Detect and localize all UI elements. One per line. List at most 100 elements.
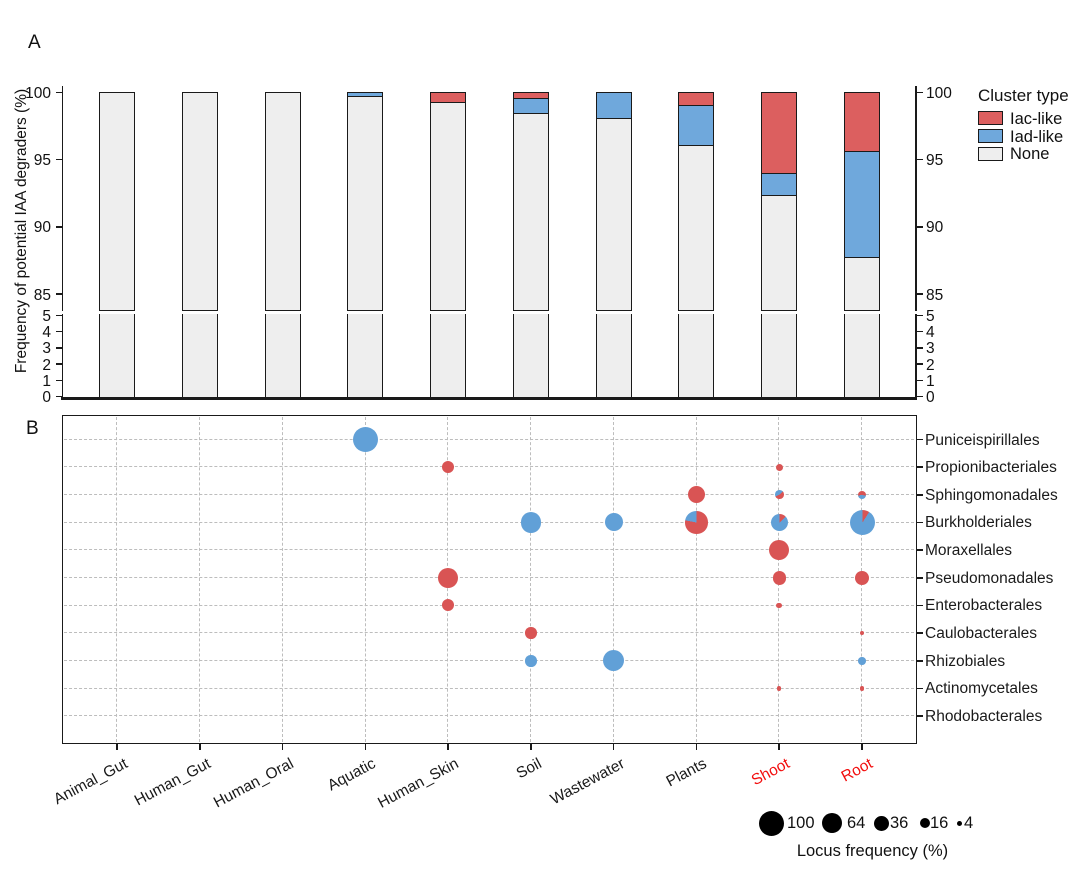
row-label-caulobacterales: Caulobacterales [925, 625, 1038, 643]
row-label-puniceispirillales: Puniceispirillales [925, 431, 1040, 449]
legend-label-none: None [1010, 145, 1050, 163]
bar-lower-human_gut [181, 313, 218, 398]
tick [916, 91, 923, 94]
row-label-sphingomonadales: Sphingomonadales [925, 486, 1058, 504]
row-label-burkholderiales: Burkholderiales [925, 514, 1032, 532]
bubble-wastewater-burkholderiales [604, 513, 623, 532]
bar-segment-iad [679, 105, 714, 147]
tick-label: 0 [926, 389, 935, 406]
tick-label: 90 [926, 219, 944, 237]
bar-root [844, 91, 881, 311]
tick [916, 226, 923, 228]
h-gridline [64, 494, 914, 496]
tick-label: 3 [926, 340, 935, 358]
tick [55, 158, 62, 161]
tick [916, 314, 923, 317]
tick [916, 379, 923, 382]
col-tick [861, 744, 863, 750]
tick [55, 379, 62, 382]
bar-aquatic [347, 91, 384, 311]
x-label-soil: Soil [513, 755, 545, 783]
legend-swatch-iac [978, 111, 1003, 125]
legend-label-iad: Iad-like [1010, 128, 1064, 146]
tick [55, 293, 62, 295]
row-label-enterobacterales: Enterobacterales [925, 597, 1043, 615]
row-label-actinomycetales: Actinomycetales [925, 680, 1038, 698]
bubble-soil-rhizobiales [525, 655, 537, 667]
row-tick [916, 438, 923, 441]
bubble-shoot-moraxellales [769, 540, 790, 561]
tick [55, 330, 62, 333]
tick-label: 95 [33, 152, 51, 170]
col-tick [281, 744, 284, 750]
h-gridline [64, 659, 914, 661]
bubble-root-sphingomonadales [858, 490, 866, 499]
bar-lower-aquatic [347, 313, 384, 398]
bubble-shoot-pseudomonadales [772, 571, 786, 585]
h-gridline [64, 577, 914, 578]
size-legend-circle-64 [822, 813, 842, 833]
tick-label: 95 [926, 152, 944, 170]
bar-human_oral [264, 91, 301, 311]
v-gridline [116, 417, 118, 742]
bar-segment-iad [845, 151, 880, 258]
x-label-animal_gut: Animal_Gut [51, 755, 131, 809]
v-gridline [695, 417, 697, 742]
legend-swatch-iad [978, 129, 1003, 143]
bar-lower-animal_gut [99, 313, 135, 398]
size-legend-circle-4 [956, 820, 962, 826]
col-tick [612, 744, 615, 750]
panel-a-axis-line [915, 86, 917, 311]
bar-segment-iad [513, 99, 548, 114]
h-gridline [64, 438, 914, 440]
tick-label: 2 [926, 356, 935, 374]
x-label-plants: Plants [663, 755, 710, 791]
row-tick [916, 659, 923, 662]
tick-label: 1 [926, 372, 935, 390]
row-tick [916, 466, 923, 468]
h-gridline [64, 687, 914, 689]
h-gridline [64, 632, 914, 634]
bar-segment-iac [845, 92, 880, 152]
row-label-moraxellales: Moraxellales [925, 542, 1013, 560]
size-legend-value-4: 4 [964, 814, 974, 832]
col-tick [447, 744, 449, 750]
size-legend-circle-100 [758, 810, 784, 836]
bubble-shoot-enterobacterales [776, 602, 783, 609]
row-label-rhodobacterales: Rhodobacterales [925, 708, 1043, 726]
v-gridline [281, 417, 283, 742]
size-legend-circle-16 [920, 818, 930, 828]
bubble-soil-caulobacterales [525, 627, 537, 639]
tick [916, 293, 923, 295]
h-gridline [64, 521, 914, 523]
col-tick [198, 744, 201, 750]
bar-lower-human_skin [430, 313, 467, 398]
row-tick [916, 577, 923, 579]
row-label-rhizobiales: Rhizobiales [925, 652, 1006, 670]
panel-a-axis-line [61, 313, 64, 397]
row-tick [916, 549, 923, 551]
h-gridline [64, 549, 914, 551]
row-tick [916, 715, 923, 717]
cluster-legend-title: Cluster type [978, 86, 1069, 105]
panel-a-letter: A [28, 32, 41, 53]
tick [55, 91, 62, 94]
bar-segment-iac [679, 92, 714, 106]
v-gridline [198, 417, 200, 742]
size-legend-circle-36 [873, 815, 889, 831]
tick-label: 4 [926, 324, 935, 342]
bar-segment-iac [431, 92, 466, 104]
bar-human_skin [430, 91, 467, 311]
panel-a-bottom-axis [61, 397, 917, 400]
bubble-plants-burkholderiales [685, 511, 708, 534]
bar-shoot [761, 91, 798, 311]
tick-label: 85 [926, 286, 944, 304]
bar-lower-soil [512, 313, 549, 398]
bubble-human_skin-pseudomonadales [438, 567, 459, 588]
v-gridline [530, 417, 532, 742]
bubble-human_skin-propionibacteriales [442, 461, 455, 474]
col-tick [530, 744, 532, 750]
row-label-pseudomonadales: Pseudomonadales [925, 569, 1054, 587]
